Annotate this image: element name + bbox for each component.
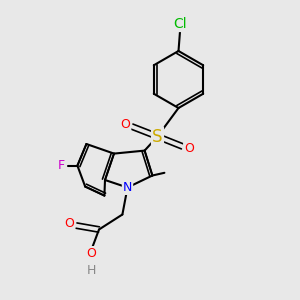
Text: N: N: [123, 181, 132, 194]
Text: O: O: [64, 217, 74, 230]
Text: S: S: [152, 128, 163, 146]
Text: O: O: [184, 142, 194, 155]
Text: F: F: [58, 159, 65, 172]
Text: H: H: [87, 263, 96, 277]
Text: O: O: [86, 247, 96, 260]
Text: O: O: [121, 118, 130, 131]
Text: Cl: Cl: [173, 17, 187, 31]
